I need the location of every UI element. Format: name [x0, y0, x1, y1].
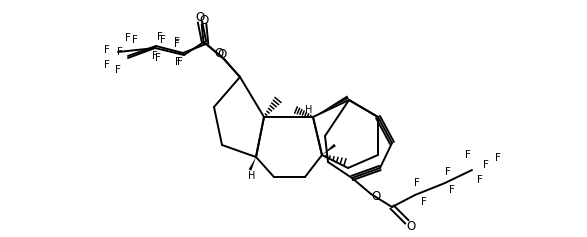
Text: F: F — [125, 33, 131, 43]
Text: F: F — [449, 185, 455, 195]
Polygon shape — [313, 96, 349, 117]
Text: H: H — [248, 171, 256, 181]
Text: F: F — [174, 39, 180, 49]
Text: F: F — [160, 35, 166, 45]
Text: F: F — [495, 153, 501, 163]
Text: O: O — [217, 47, 227, 60]
Text: F: F — [174, 37, 180, 47]
Text: F: F — [421, 197, 427, 207]
Text: F: F — [483, 160, 489, 170]
Text: F: F — [115, 65, 121, 75]
Text: O: O — [195, 10, 205, 23]
Text: F: F — [477, 175, 483, 185]
Text: O: O — [214, 46, 224, 59]
Text: O: O — [200, 14, 208, 27]
Polygon shape — [249, 157, 256, 171]
Text: F: F — [104, 60, 110, 70]
Text: O: O — [406, 220, 416, 233]
Text: F: F — [445, 167, 451, 177]
Text: F: F — [117, 47, 123, 57]
Text: F: F — [132, 35, 138, 45]
Polygon shape — [322, 144, 336, 155]
Text: F: F — [157, 32, 163, 42]
Text: F: F — [414, 178, 420, 188]
Text: H: H — [305, 105, 313, 115]
Text: F: F — [104, 45, 110, 55]
Text: F: F — [175, 57, 181, 67]
Text: O: O — [372, 191, 380, 204]
Text: F: F — [465, 150, 471, 160]
Text: F: F — [155, 53, 161, 63]
Text: F: F — [152, 51, 158, 61]
Text: F: F — [177, 57, 183, 67]
